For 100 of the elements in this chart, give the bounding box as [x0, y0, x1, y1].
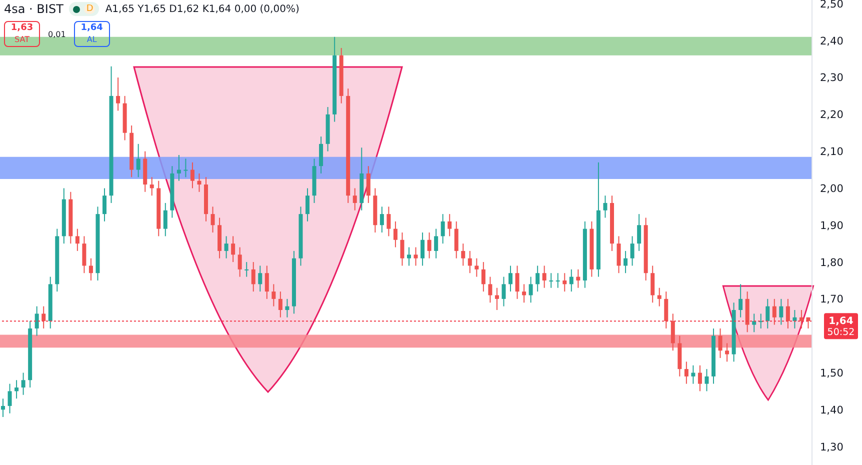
candlestick: [258, 265, 262, 292]
candlestick: [440, 214, 445, 244]
candlestick: [319, 136, 324, 174]
candlestick: [88, 258, 93, 281]
candlestick: [393, 220, 398, 248]
candlestick: [434, 228, 438, 259]
candlestick: [637, 214, 642, 252]
candlestick: [448, 214, 452, 237]
candlestick: [616, 236, 621, 274]
candlestick: [670, 313, 675, 352]
candlestick: [8, 383, 12, 414]
candlestick: [224, 236, 228, 259]
candlestick: [231, 236, 236, 263]
candlestick: [176, 154, 181, 182]
candlestick: [150, 176, 154, 196]
y-tick-label: 1,40: [820, 404, 844, 416]
candlestick: [549, 272, 554, 288]
text: 50:52: [827, 327, 855, 338]
candlestick: [407, 246, 411, 266]
candlestick: [718, 328, 722, 358]
candlestick: [306, 188, 310, 222]
candlestick: [82, 236, 86, 274]
candlestick: [42, 306, 46, 329]
annotation: D: [84, 4, 96, 14]
y-tick-label: 1,90: [820, 220, 844, 232]
candlestick: [163, 202, 168, 237]
candlestick: [468, 250, 472, 274]
candlestick: [190, 162, 194, 189]
candlestick: [184, 158, 188, 178]
candlestick: [779, 298, 784, 326]
candlestick: [603, 195, 608, 218]
y-tick-label: 1,70: [820, 294, 844, 306]
candlestick: [664, 291, 668, 329]
ref-line-label: 1,64: [828, 316, 854, 328]
candlestick: [414, 246, 418, 266]
candlestick: [657, 287, 662, 307]
candlestick: [272, 284, 276, 307]
candlestick: [536, 265, 540, 292]
candlestick: [725, 342, 730, 362]
candlestick: [400, 232, 404, 266]
annotation: AL: [86, 34, 98, 45]
candlestick: [576, 268, 580, 288]
candlestick: [14, 380, 19, 400]
y-tick-label: 1,80: [820, 256, 844, 269]
candlestick: [650, 265, 655, 304]
candlestick: [562, 272, 567, 292]
candlestick: [515, 265, 520, 300]
y-tick-label: 1,50: [820, 367, 844, 380]
y-tick-label: 2,50: [820, 0, 844, 10]
candlestick: [704, 368, 709, 392]
y-tick-label: 2,40: [820, 35, 844, 48]
candlestick: [528, 276, 533, 304]
annotation: 0,01: [48, 30, 66, 38]
candlestick: [474, 258, 479, 278]
annotation: 1,63: [10, 23, 34, 34]
candlestick: [786, 298, 790, 329]
candlestick: [684, 361, 688, 384]
candlestick: [34, 306, 39, 336]
candlestick: [502, 276, 506, 307]
candlestick: [630, 236, 634, 266]
candlestick: [116, 77, 120, 112]
candlestick: [556, 272, 560, 288]
annotation: SAT: [14, 34, 30, 45]
candlestick: [75, 228, 80, 252]
candlestick: [766, 298, 770, 329]
chart-title: 4sa · BIST: [4, 2, 64, 16]
candlestick: [427, 232, 432, 259]
candlestick: [285, 298, 290, 318]
candlestick: [461, 243, 466, 266]
candlestick: [420, 232, 425, 266]
candlestick: [522, 284, 526, 304]
candlestick: [136, 143, 140, 178]
candlestick: [488, 276, 492, 304]
annotation: 1,64: [80, 23, 104, 34]
y-tick-label: 2,20: [820, 109, 844, 122]
candlestick: [542, 265, 546, 288]
candlestick: [569, 268, 574, 292]
candlestick: [738, 284, 743, 318]
candlestick: [366, 166, 370, 204]
candlestick: [698, 364, 702, 392]
candlestick: [624, 250, 628, 274]
candlestick: [352, 188, 357, 211]
candlestick: [251, 262, 256, 292]
candlestick: [752, 313, 756, 333]
candlestick: [494, 287, 499, 310]
candlestick: [481, 262, 486, 292]
candlestick: [454, 220, 458, 259]
y-tick-label: 2,30: [820, 72, 844, 84]
candlestick: [238, 246, 242, 278]
candlestick: [21, 372, 26, 396]
y-tick-label: 2,10: [820, 146, 844, 158]
candlestick: [244, 262, 249, 278]
candlestick: [197, 172, 202, 192]
candlestick: [278, 291, 282, 318]
y-tick-label: 2,00: [820, 182, 844, 195]
candlestick: [102, 188, 106, 222]
chart-subtitle: A1,65 Y1,65 D1,62 K1,64 0,00 (0,00%): [105, 4, 300, 14]
candlestick: [691, 364, 696, 384]
candlestick: [386, 206, 391, 237]
candlestick: [264, 265, 269, 300]
